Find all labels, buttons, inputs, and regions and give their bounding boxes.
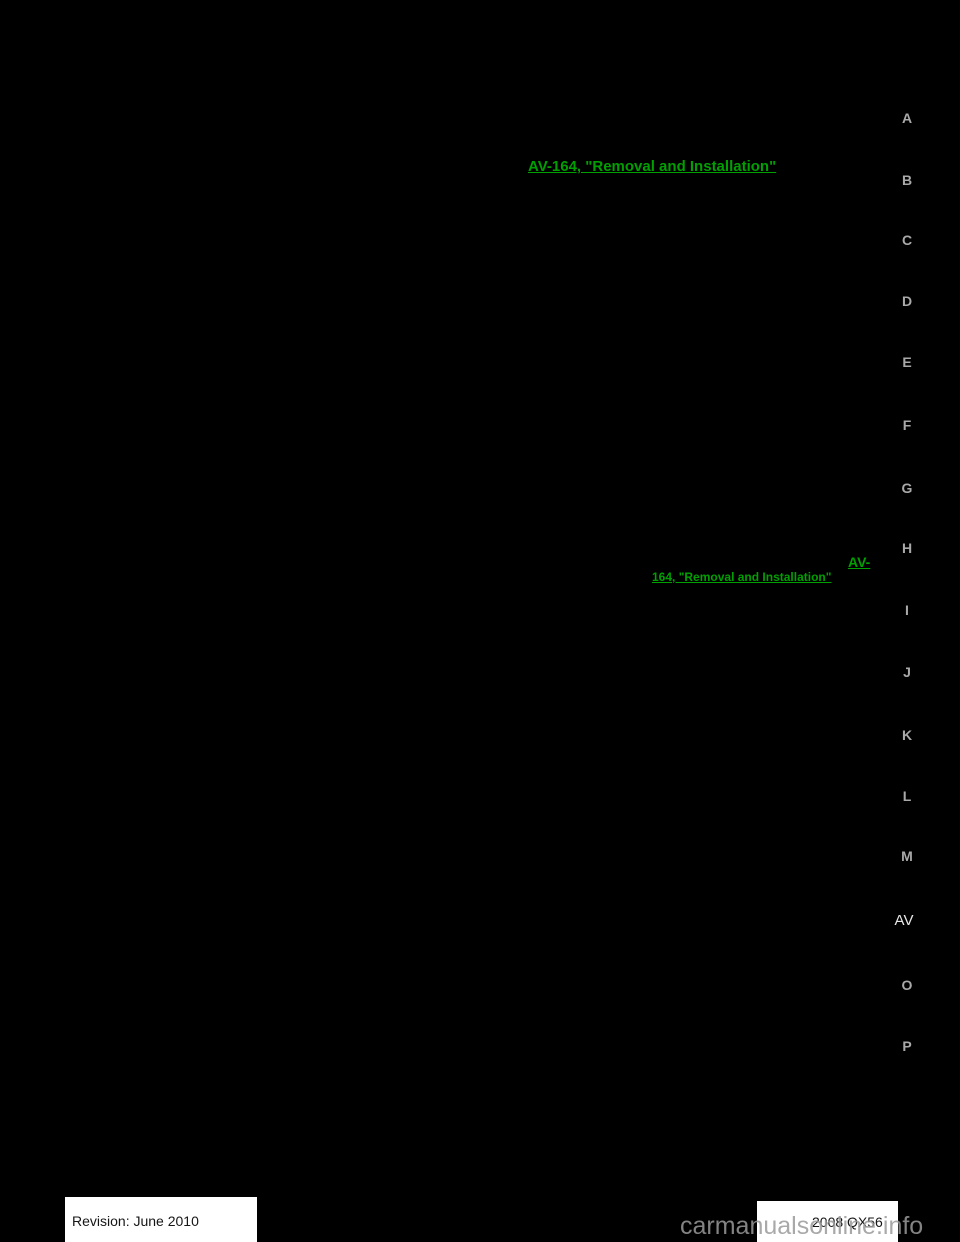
margin-index-o: O	[901, 977, 913, 993]
margin-index-p: P	[902, 1038, 912, 1054]
reference-link-removal-installation[interactable]: AV-164, "Removal and Installation"	[528, 158, 777, 175]
reference-link-prefix[interactable]: AV-	[848, 554, 871, 570]
reference-link-removal-installation-2[interactable]: 164, "Removal and Installation"	[652, 570, 832, 584]
watermark-text: carmanualsonline.info	[680, 1212, 924, 1240]
margin-index-m: M	[901, 848, 913, 864]
margin-index-c: C	[901, 232, 913, 248]
margin-index-e: E	[902, 354, 912, 370]
margin-index-current-section-av: AV	[894, 912, 914, 929]
footer-model-box	[757, 1201, 898, 1242]
margin-index-g: G	[901, 480, 913, 496]
footer-revision-box	[65, 1197, 257, 1242]
margin-index-h: H	[901, 540, 913, 556]
margin-index-i: I	[905, 602, 909, 618]
margin-index-b: B	[901, 172, 913, 188]
margin-index-d: D	[901, 293, 913, 309]
margin-index-f: F	[902, 417, 912, 433]
margin-index-k: K	[901, 727, 913, 743]
margin-index-a: A	[901, 110, 913, 126]
footer-revision-text: Revision: June 2010	[72, 1213, 199, 1229]
margin-index-j: J	[903, 664, 911, 680]
margin-index-l: L	[902, 788, 912, 804]
footer-model-text: 2008 QX56	[812, 1214, 883, 1230]
